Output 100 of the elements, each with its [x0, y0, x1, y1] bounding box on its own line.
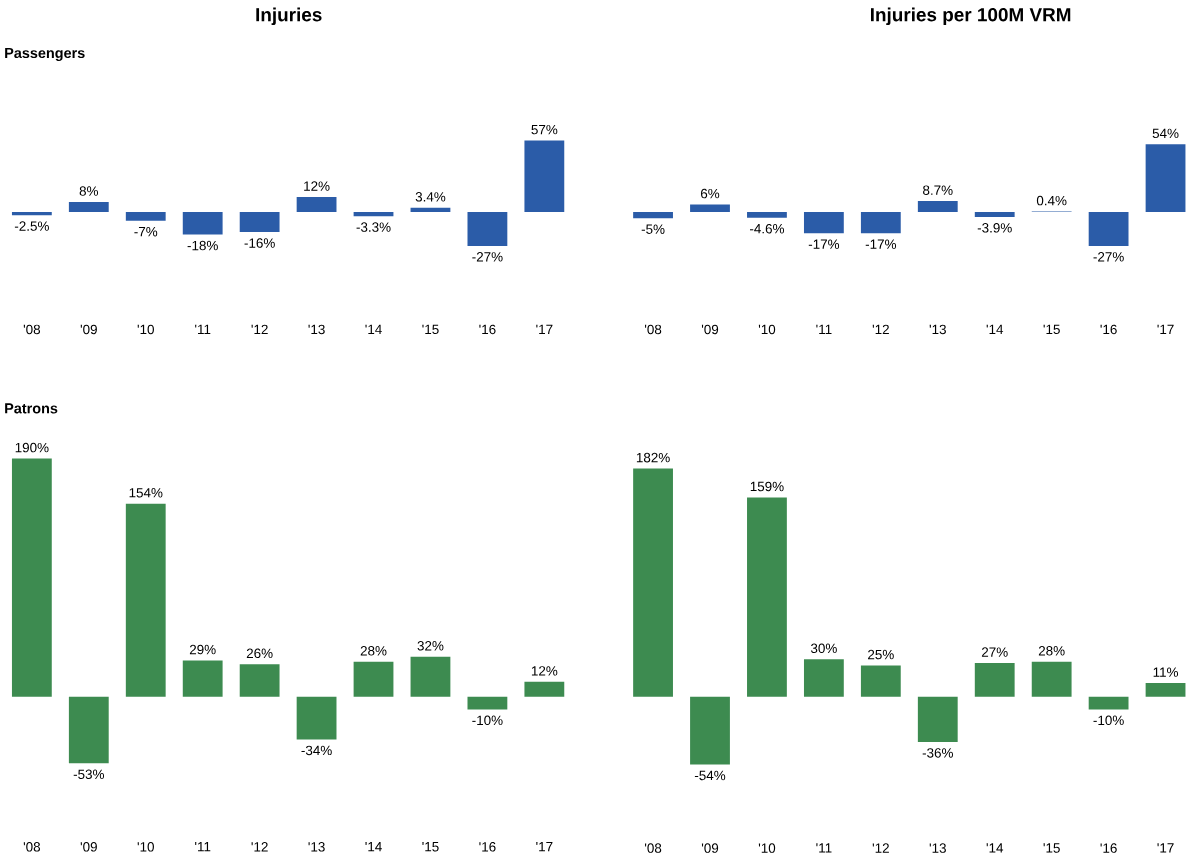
- bar: [1088, 211, 1129, 246]
- x-tick-label: '14: [986, 843, 1004, 853]
- x-tick-label: '14: [365, 324, 382, 334]
- bar: [239, 211, 280, 233]
- data-label: 12%: [531, 666, 558, 676]
- data-label: 32%: [417, 640, 444, 651]
- data-label: -4.6%: [749, 223, 785, 234]
- data-label: -7%: [134, 226, 158, 237]
- data-label: 28%: [1038, 645, 1065, 656]
- bar: [410, 656, 451, 697]
- bar: [860, 211, 901, 234]
- data-label: -34%: [301, 745, 332, 756]
- x-tick-label: '14: [365, 842, 382, 852]
- data-label: 190%: [15, 442, 49, 453]
- x-tick-label: '15: [1043, 843, 1060, 853]
- bar: [467, 696, 508, 710]
- x-tick-label: '10: [137, 842, 154, 852]
- x-tick-label: '12: [872, 324, 889, 334]
- bar: [353, 211, 394, 217]
- bar: [1145, 682, 1186, 697]
- data-label: 57%: [531, 124, 558, 135]
- bar: [68, 696, 109, 764]
- x-tick-label: '12: [872, 843, 889, 853]
- data-label: 27%: [981, 647, 1008, 657]
- bar: [125, 211, 166, 221]
- x-tick-label: '16: [1100, 324, 1117, 335]
- bar: [1031, 661, 1072, 697]
- bar: [11, 458, 52, 697]
- x-tick-label: '14: [986, 324, 1004, 334]
- bar: [239, 664, 280, 697]
- x-tick-label: '13: [308, 324, 325, 335]
- data-label: -36%: [922, 748, 953, 758]
- x-tick-label: '17: [1157, 843, 1174, 853]
- data-label: 30%: [810, 643, 837, 653]
- chart-title: Injuries: [256, 7, 322, 26]
- data-label: 0.4%: [1036, 195, 1067, 206]
- chart-subtitle: Patrons: [5, 403, 58, 414]
- data-label: 25%: [868, 649, 894, 660]
- x-tick-label: '15: [422, 842, 439, 852]
- bar: [690, 204, 730, 212]
- bar: [747, 211, 787, 218]
- bar: [974, 211, 1015, 217]
- chart-subtitle: Passengers: [5, 47, 85, 61]
- x-tick-label: '08: [644, 843, 662, 853]
- bar: [524, 140, 565, 212]
- data-label: -27%: [472, 251, 503, 262]
- x-tick-label: '12: [251, 842, 268, 852]
- bar: [860, 665, 901, 697]
- x-tick-label: '15: [1043, 324, 1060, 334]
- bar: [11, 211, 52, 216]
- x-tick-label: '17: [1157, 324, 1174, 334]
- bar: [803, 211, 844, 234]
- data-label: 26%: [246, 648, 273, 658]
- x-tick-label: '16: [479, 324, 496, 335]
- x-tick-label: '11: [195, 324, 211, 334]
- bar: [803, 659, 844, 697]
- x-tick-label: '16: [1100, 843, 1117, 853]
- data-label: 8.7%: [923, 185, 953, 195]
- data-label: 159%: [750, 481, 784, 492]
- data-label: 6%: [700, 188, 720, 199]
- x-tick-label: '17: [536, 324, 553, 334]
- bar: [125, 503, 166, 697]
- data-label: -53%: [73, 769, 105, 779]
- x-tick-label: '08: [23, 324, 41, 335]
- data-label: -3.3%: [356, 222, 391, 232]
- data-label: 3.4%: [415, 191, 446, 202]
- bar: [917, 201, 958, 212]
- data-label: -27%: [1093, 251, 1124, 262]
- data-label: 12%: [304, 181, 330, 191]
- bar: [1145, 144, 1186, 212]
- data-label: 154%: [129, 487, 163, 498]
- x-tick-label: '08: [23, 842, 41, 852]
- bar: [68, 201, 109, 212]
- data-label: -17%: [808, 239, 840, 249]
- bar: [633, 468, 673, 697]
- x-tick-label: '09: [701, 843, 719, 853]
- bar: [182, 660, 223, 697]
- x-tick-label: '09: [701, 324, 719, 335]
- data-label: -5%: [641, 224, 665, 234]
- bar: [917, 696, 958, 742]
- data-label: 54%: [1152, 128, 1179, 139]
- x-tick-label: '15: [422, 324, 439, 334]
- x-tick-label: '13: [929, 324, 946, 335]
- data-label: 11%: [1153, 667, 1179, 677]
- x-tick-label: '11: [816, 843, 832, 853]
- bar: [1088, 696, 1129, 710]
- x-tick-label: '10: [758, 324, 776, 335]
- bar: [690, 696, 730, 765]
- data-label: -54%: [694, 770, 726, 781]
- data-label: 8%: [79, 186, 99, 196]
- x-tick-label: '09: [80, 324, 97, 335]
- bar: [974, 662, 1015, 697]
- bar: [410, 207, 451, 212]
- x-tick-label: '11: [195, 842, 211, 852]
- data-label: -16%: [244, 238, 275, 248]
- data-label: -3.9%: [977, 223, 1012, 233]
- data-label: -10%: [1093, 715, 1124, 725]
- data-label: -17%: [865, 239, 897, 249]
- bar: [524, 681, 565, 697]
- x-tick-label: '08: [644, 324, 662, 335]
